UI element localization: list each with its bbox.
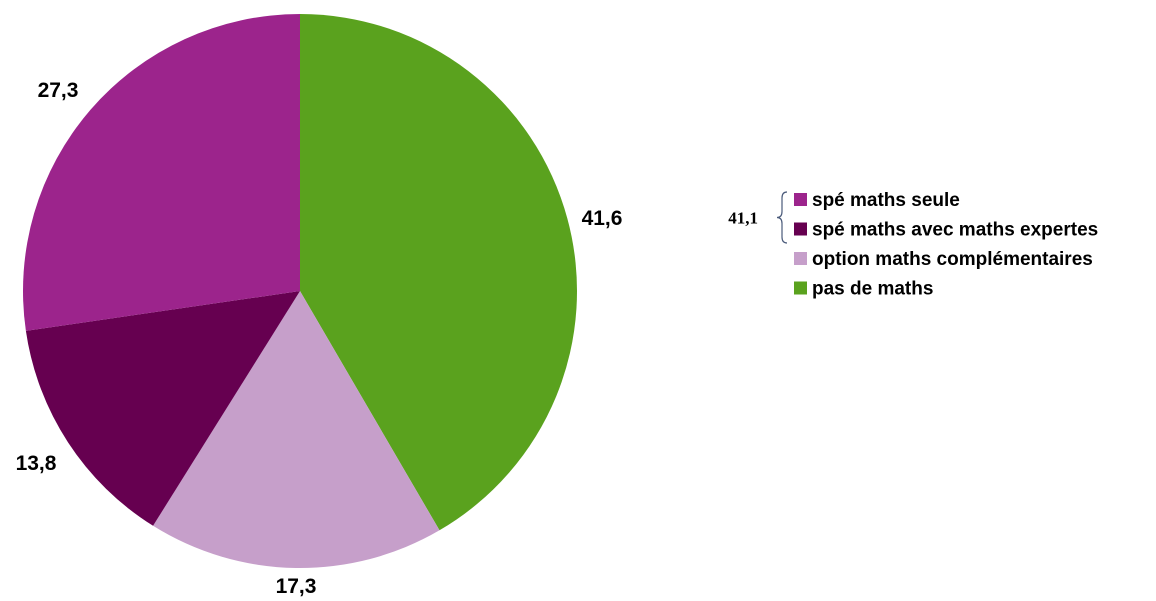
legend-label: option maths complémentaires	[812, 249, 1093, 270]
data-label: 41,6	[582, 207, 623, 230]
legend-label: pas de maths	[812, 279, 933, 300]
pie-slice-option-maths-compl-mentaires	[153, 291, 440, 569]
legend-swatch	[794, 281, 807, 295]
data-label: 13,8	[16, 452, 57, 475]
legend-brace-annotation: 41,1	[728, 191, 788, 244]
legend-swatch	[794, 222, 807, 236]
legend-swatch	[794, 252, 807, 265]
pie-slice-sp-maths-seule	[23, 14, 300, 331]
legend-swatch	[794, 193, 807, 206]
data-label: 27,3	[38, 79, 79, 102]
data-label: 17,3	[276, 575, 317, 598]
pie-slice-sp-maths-avec-maths-expertes	[25, 291, 300, 526]
brace-icon	[776, 191, 788, 244]
legend-label: spé maths avec maths expertes	[812, 220, 1098, 241]
pie-value-labels: 41,6 17,3 13,8 27,3	[16, 79, 623, 598]
pie-slices	[23, 13, 578, 569]
brace-annotation-label: 41,1	[728, 209, 758, 228]
legend-label: spé maths seule	[812, 190, 960, 211]
pie-slice-pas-de-maths	[300, 13, 578, 531]
legend: spé maths seule spé maths avec maths expe…	[794, 190, 1098, 300]
